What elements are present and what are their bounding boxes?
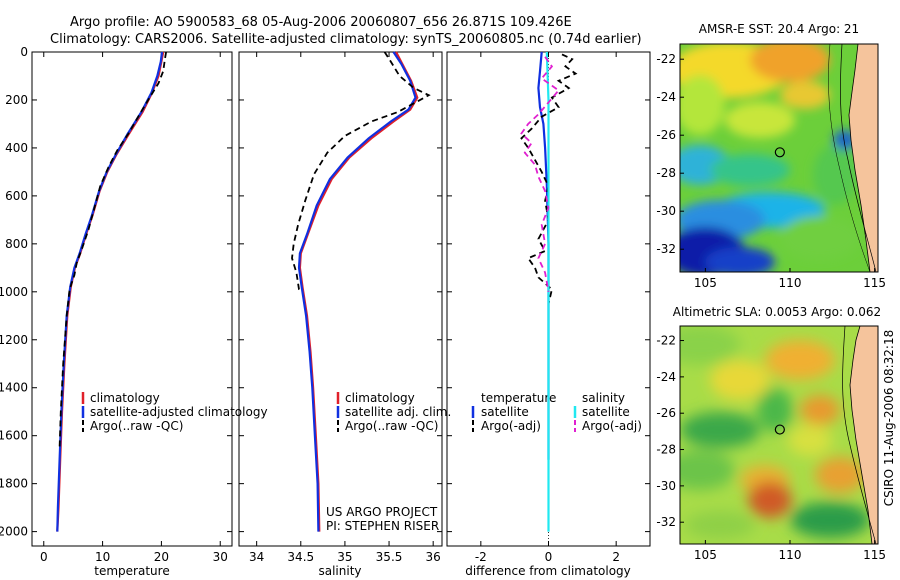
argo-float-marker: [774, 147, 785, 158]
x-tick-label: -2: [475, 550, 487, 564]
header-line1: Argo profile: AO 5900583_68 05-Aug-2006 …: [70, 15, 572, 30]
x-tick-label: 10: [95, 550, 110, 564]
map-x-tick-label: 105: [694, 276, 717, 290]
sal-legend-satellite-label: satellite adj. clim.: [345, 405, 451, 419]
map-y-tick-label: -22: [656, 52, 676, 66]
x-tick-label: 2: [612, 550, 620, 564]
sst-field: [680, 44, 878, 272]
difference-xlabel: difference from climatology: [465, 564, 631, 578]
series-line-salinity-argo: [520, 56, 560, 292]
diff-legend-sal-satellite-label: satellite: [582, 405, 630, 419]
argo-float-marker: [774, 424, 785, 435]
y-tick-label: 1400: [0, 381, 28, 395]
header-line2: Climatology: CARS2006. Satellite-adjuste…: [50, 32, 642, 47]
temperature-legend: climatology satellite-adjusted climatolo…: [81, 391, 268, 433]
diff-legend-temperature-title: temperature: [481, 391, 556, 405]
sal-legend-climatology-label: climatology: [345, 391, 415, 405]
map-x-tick-label: 110: [779, 276, 802, 290]
sla-map-title: Altimetric SLA: 0.0053 Argo: 0.062: [673, 305, 881, 319]
map-y-tick-label: -22: [656, 334, 676, 348]
x-tick-label: 34.5: [287, 550, 314, 564]
pi-annotation: PI: STEPHEN RISER: [326, 519, 439, 533]
x-tick-label: 35.5: [376, 550, 403, 564]
legend-satellite-label: satellite-adjusted climatology: [90, 405, 268, 419]
series-line-argo: [291, 51, 431, 293]
chart-marks: 0 10 20 30020040060080010001200140016001800…: [0, 45, 886, 564]
series-line-climatology: [56, 51, 165, 532]
y-tick-label: 1800: [0, 477, 28, 491]
legend-argo-label: Argo(..raw -QC): [90, 419, 183, 433]
map-x-tick-label: 105: [694, 548, 717, 562]
map-y-tick-label: -24: [656, 370, 676, 384]
series-line-satellite: [297, 51, 417, 532]
y-tick-label: 200: [5, 93, 28, 107]
x-tick-label: 34: [249, 550, 264, 564]
sal-legend-argo-label: Argo(..raw -QC): [345, 419, 438, 433]
x-tick-label: 36: [426, 550, 441, 564]
sla-field: [680, 326, 878, 544]
diff-legend-temp-satellite-label: satellite: [481, 405, 529, 419]
map-y-tick-label: -26: [656, 406, 676, 420]
y-tick-label: 1000: [0, 285, 28, 299]
sla-map-frame: [679, 325, 879, 545]
diff-legend-temp-argo-label: Argo(-adj): [481, 419, 541, 433]
sst-map-frame: [679, 43, 879, 273]
series-line-temperature-argo: [520, 53, 578, 305]
x-tick-label: 35: [337, 550, 352, 564]
temperature-xlabel: temperature: [94, 564, 169, 578]
map-y-tick-label: -32: [656, 515, 676, 529]
map-x-tick-label: 115: [863, 548, 886, 562]
series-line-satellite: [56, 51, 164, 532]
y-tick-label: 0: [20, 45, 28, 59]
temperature-axes-frame: [31, 51, 233, 547]
y-tick-label: 1200: [0, 333, 28, 347]
map-x-tick-label: 115: [863, 276, 886, 290]
x-tick-label: 0: [40, 550, 48, 564]
y-tick-label: 800: [5, 237, 28, 251]
salinity-xlabel: salinity: [318, 564, 361, 578]
salinity-legend: climatology satellite adj. clim. Argo(..…: [336, 391, 451, 433]
y-tick-label: 600: [5, 189, 28, 203]
map-y-tick-label: -28: [656, 166, 676, 180]
sst-map-title: AMSR-E SST: 20.4 Argo: 21: [699, 22, 859, 36]
map-y-tick-label: -26: [656, 128, 676, 142]
salinity-axes-frame: [238, 51, 443, 547]
map-y-tick-label: -30: [656, 479, 676, 493]
x-tick-label: 20: [154, 550, 169, 564]
map-x-tick-label: 110: [779, 548, 802, 562]
map-y-tick-label: -24: [656, 90, 676, 104]
sla-map: Altimetric SLA: 0.0053 Argo: 0.062: [673, 305, 881, 545]
x-tick-label: 30: [213, 550, 228, 564]
map-y-tick-label: -32: [656, 242, 676, 256]
salinity-panel: [238, 51, 443, 547]
difference-legend: temperature satellite Argo(-adj) salinit…: [471, 391, 642, 433]
sst-map: AMSR-E SST: 20.4 Argo: 21: [679, 22, 879, 273]
series-line-climatology: [298, 51, 419, 532]
map-y-tick-label: -28: [656, 443, 676, 457]
diff-legend-sal-argo-label: Argo(-adj): [582, 419, 642, 433]
y-tick-label: 2000: [0, 525, 28, 539]
legend-climatology-label: climatology: [90, 391, 160, 405]
x-tick-label: 0: [545, 550, 553, 564]
map-y-tick-label: -30: [656, 204, 676, 218]
y-tick-label: 400: [5, 141, 28, 155]
series-line-argo: [58, 51, 167, 448]
y-tick-label: 1600: [0, 429, 28, 443]
project-annotation: US ARGO PROJECT: [326, 505, 438, 519]
temperature-panel: [31, 51, 233, 547]
diff-legend-salinity-title: salinity: [582, 391, 625, 405]
side-timestamp-label: CSIRO 11-Aug-2006 08:32:18: [882, 330, 896, 506]
